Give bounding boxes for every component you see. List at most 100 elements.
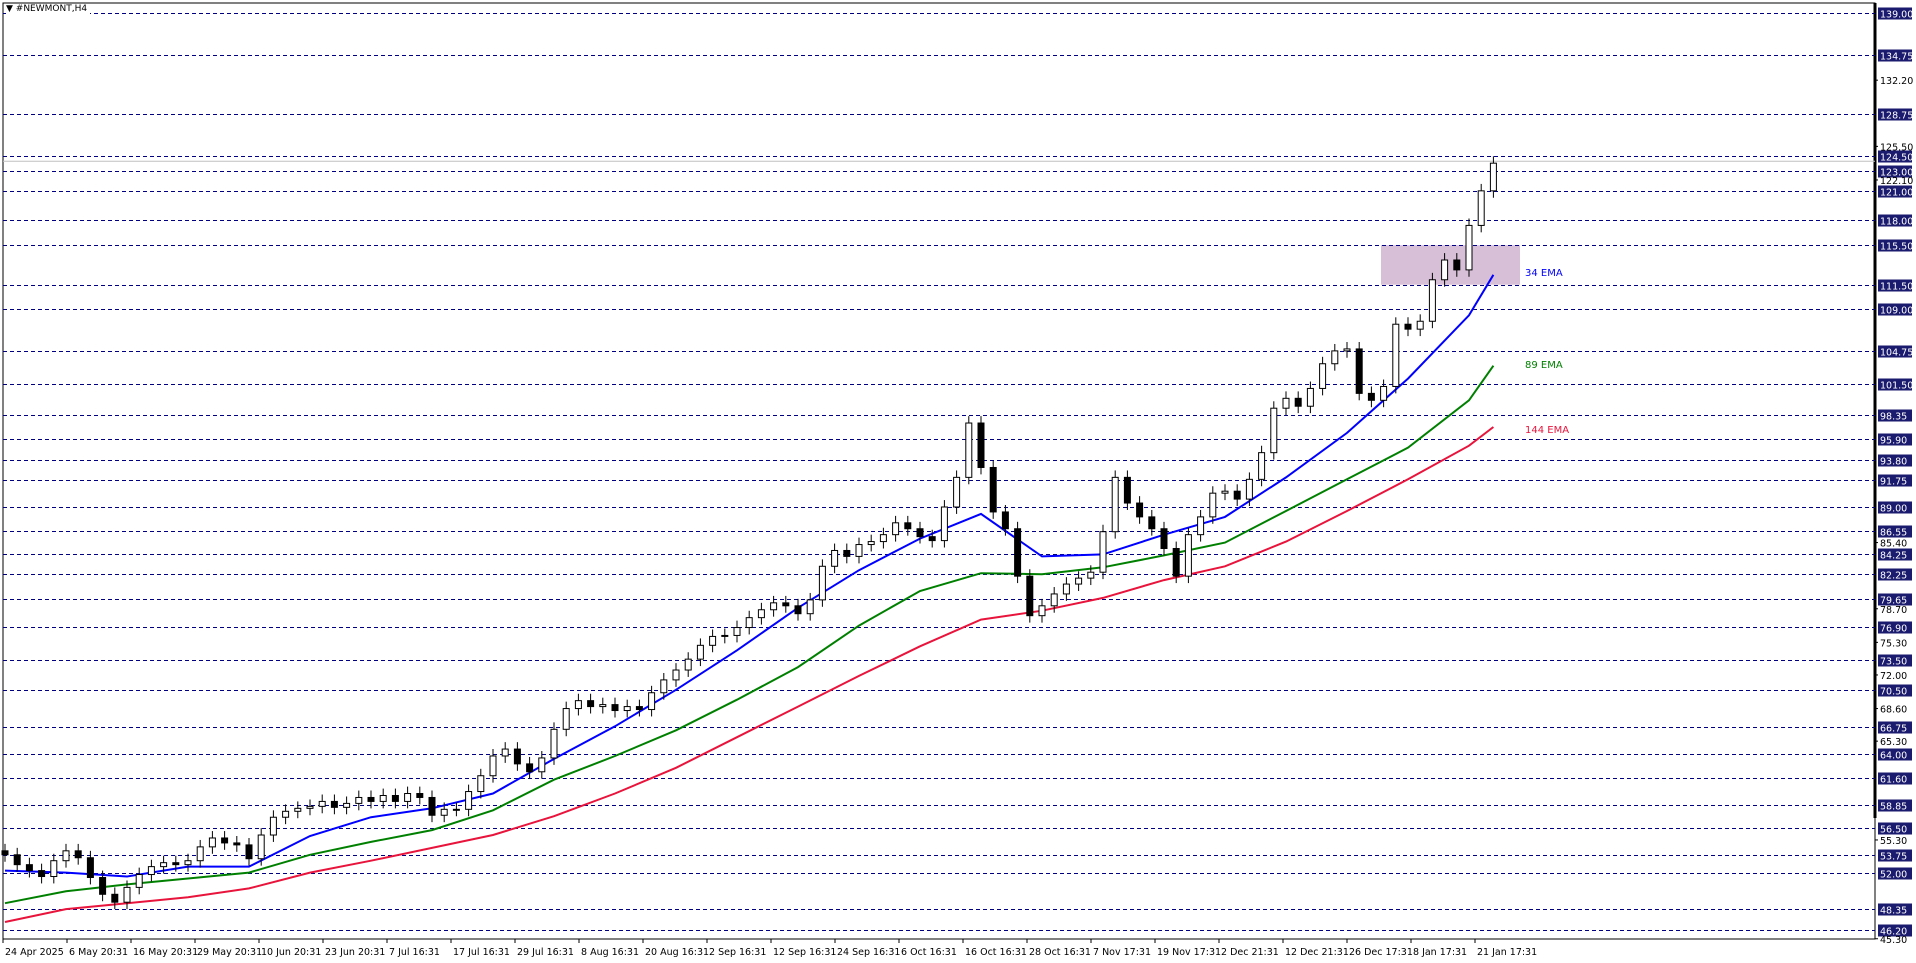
candle [940, 500, 948, 548]
candle [782, 595, 790, 613]
candle [1050, 587, 1058, 613]
candle [831, 543, 839, 574]
level-label-bg [1878, 150, 1912, 163]
candle [1075, 571, 1083, 591]
candle-body [86, 857, 94, 878]
candle [660, 672, 668, 700]
candle [574, 693, 582, 716]
candle-body [1221, 490, 1229, 494]
candle-body [1465, 224, 1473, 271]
candle-body [562, 708, 570, 730]
level-label: 66.75 [1880, 724, 1907, 735]
candle [74, 843, 82, 865]
candle-body [1270, 407, 1278, 454]
x-tick-label: 7 Nov 17:31 [1093, 947, 1151, 958]
level-label-bg [1878, 748, 1912, 761]
level-label-bg [1878, 433, 1912, 446]
candle-body [1087, 571, 1095, 579]
candle-body [1416, 320, 1424, 330]
candle [416, 786, 424, 805]
candle [25, 857, 33, 878]
candle-body [928, 536, 936, 542]
candle [599, 697, 607, 714]
level-label-bg [1878, 49, 1912, 62]
candle [855, 537, 863, 564]
candle [1245, 472, 1253, 507]
candle-body [879, 534, 887, 543]
candle [1306, 381, 1314, 414]
candle-body [574, 700, 582, 710]
level-label: 58.85 [1880, 802, 1907, 813]
candle [611, 697, 619, 718]
candle-body [1453, 259, 1461, 271]
candle-body [831, 549, 839, 567]
candle-body [501, 748, 509, 757]
y-tick-label: 78.70 [1880, 605, 1907, 616]
candle [1404, 317, 1412, 337]
candle-body [940, 506, 948, 542]
candle [1258, 445, 1266, 487]
candle [428, 790, 436, 823]
candle [904, 515, 912, 536]
candle-body [550, 728, 558, 759]
candle [1062, 577, 1070, 601]
level-label: 73.50 [1880, 657, 1907, 668]
candle-body [1404, 323, 1412, 330]
candle-body [1172, 547, 1180, 577]
candle-body [196, 846, 204, 862]
candle-body [1367, 392, 1375, 401]
candle [684, 652, 692, 677]
ema-line-89 [4, 365, 1495, 905]
candle-body [440, 808, 448, 816]
candle-body [770, 602, 778, 611]
x-tick-label: 8 Jan 17:31 [1413, 947, 1467, 958]
candle-body [733, 627, 741, 636]
ema-89-label: 89 EMA [1525, 360, 1563, 371]
candle [391, 788, 399, 809]
level-label: 118.00 [1880, 217, 1913, 228]
candle [892, 515, 900, 542]
candle-body [1306, 387, 1314, 407]
y-tick-label: 45.30 [1880, 935, 1907, 946]
x-tick-label: 23 Jun 20:31 [325, 947, 385, 958]
candle [1294, 391, 1302, 414]
x-tick-label: 29 Jul 16:31 [517, 947, 574, 958]
level-label: 86.55 [1880, 528, 1907, 539]
candle [86, 850, 94, 885]
candle [330, 794, 338, 815]
y-tick-label: 125.50 [1880, 142, 1913, 153]
level-label: 115.50 [1880, 242, 1913, 253]
candle [1282, 391, 1290, 416]
level-label: 52.00 [1880, 870, 1907, 881]
candle-body [62, 850, 70, 862]
candle [1233, 484, 1241, 507]
candle [1343, 342, 1351, 358]
candle-body [660, 679, 668, 694]
level-label-bg [1878, 185, 1912, 198]
level-label-bg [1878, 568, 1912, 581]
candle [282, 804, 290, 825]
candle-body [672, 669, 680, 681]
candle-body [257, 834, 265, 860]
candle-body [1001, 511, 1009, 530]
level-label: 61.60 [1880, 775, 1907, 786]
candle [538, 751, 546, 779]
level-label-bg [1878, 214, 1912, 227]
candle-body [1441, 259, 1449, 281]
candle-body [892, 522, 900, 536]
plot-frame [2, 2, 1876, 940]
candle [160, 855, 168, 874]
candle-body [343, 802, 351, 808]
candle [184, 853, 192, 872]
level-label: 121.00 [1880, 188, 1913, 199]
level-label-bg [1878, 799, 1912, 812]
candle [1197, 509, 1205, 542]
candle-body [989, 466, 997, 513]
candle-body [611, 704, 619, 712]
candle [1160, 521, 1168, 556]
candle [867, 534, 875, 552]
candle [928, 529, 936, 548]
y-tick-label: 65.30 [1880, 737, 1907, 748]
candle [1441, 253, 1449, 287]
